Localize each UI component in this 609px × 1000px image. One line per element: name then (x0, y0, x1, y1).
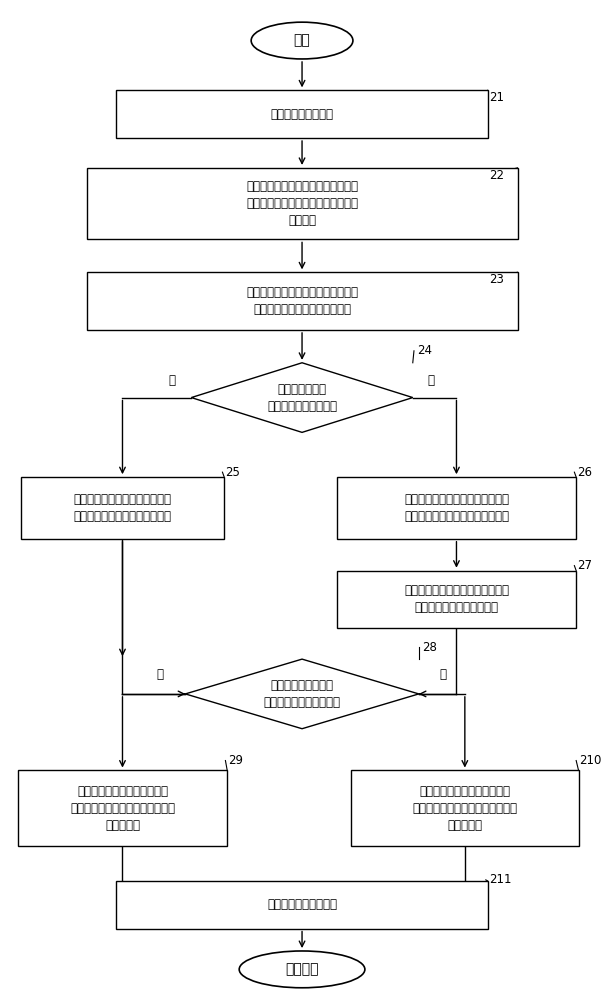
Text: 26: 26 (577, 466, 593, 479)
Text: 29: 29 (228, 754, 244, 767)
Text: 查询请求中是否
进一步携带有过滤条件: 查询请求中是否 进一步携带有过滤条件 (267, 383, 337, 413)
Bar (337, 571, 576, 628)
Polygon shape (185, 659, 419, 729)
Text: 21: 21 (489, 91, 504, 104)
Text: 开始: 开始 (294, 34, 311, 48)
Text: 确定查询请求的查询类型为快
查询，将查询请求加入到第一线程
池的队列中: 确定查询请求的查询类型为快 查询，将查询请求加入到第一线程 池的队列中 (70, 785, 175, 832)
Bar (21, 477, 224, 539)
Text: 确定查询请求的查询类型为慢
查询，将查询请求加入到第二线程
池的队列中: 确定查询请求的查询类型为慢 查询，将查询请求加入到第二线程 池的队列中 (412, 785, 517, 832)
Text: 结束流程: 结束流程 (285, 962, 319, 976)
Text: 根据表写入频率以及查询时间范
围，计算出查询结果预估数据量: 根据表写入频率以及查询时间范 围，计算出查询结果预估数据量 (74, 493, 172, 523)
Text: 根据表写入频率计算出过滤条件中
规定的所需过滤的列的列写入频率: 根据表写入频率计算出过滤条件中 规定的所需过滤的列的列写入频率 (404, 493, 509, 523)
Ellipse shape (239, 951, 365, 988)
Polygon shape (191, 363, 413, 432)
Text: 是: 是 (428, 374, 435, 387)
Text: 28: 28 (422, 641, 437, 654)
Text: 210: 210 (579, 754, 602, 767)
Text: 接收用户的查询请求: 接收用户的查询请求 (270, 108, 334, 121)
Text: 根据列写入频率和查询时间范围，
计算出查询结果预估数据量: 根据列写入频率和查询时间范围， 计算出查询结果预估数据量 (404, 584, 509, 614)
Bar (116, 90, 488, 138)
Bar (351, 770, 579, 846)
Text: 是: 是 (156, 668, 163, 681)
Bar (337, 477, 576, 539)
Text: 25: 25 (225, 466, 241, 479)
Text: 否: 否 (168, 374, 175, 387)
Bar (86, 272, 518, 330)
Text: 27: 27 (577, 559, 593, 572)
Text: 执行队列中的查询请求: 执行队列中的查询请求 (267, 898, 337, 911)
Text: 根据查询请求中携带的查询的数据的
起始时间以及结束时间，计算出查询
时间范围: 根据查询请求中携带的查询的数据的 起始时间以及结束时间，计算出查询 时间范围 (246, 180, 358, 227)
Text: 24: 24 (417, 344, 432, 357)
Text: 查询结果预估数据量
是否小于预先设定的阈值: 查询结果预估数据量 是否小于预先设定的阈值 (264, 679, 340, 709)
Text: 22: 22 (489, 169, 504, 182)
Text: 否: 否 (440, 668, 447, 681)
Ellipse shape (251, 22, 353, 59)
Bar (116, 881, 488, 929)
Bar (18, 770, 227, 846)
Bar (86, 168, 518, 239)
Text: 获取查询请求中携带的所需查询的表
在最近预定时长内的表写入频率: 获取查询请求中携带的所需查询的表 在最近预定时长内的表写入频率 (246, 286, 358, 316)
Text: 211: 211 (489, 873, 512, 886)
Text: 23: 23 (489, 273, 504, 286)
